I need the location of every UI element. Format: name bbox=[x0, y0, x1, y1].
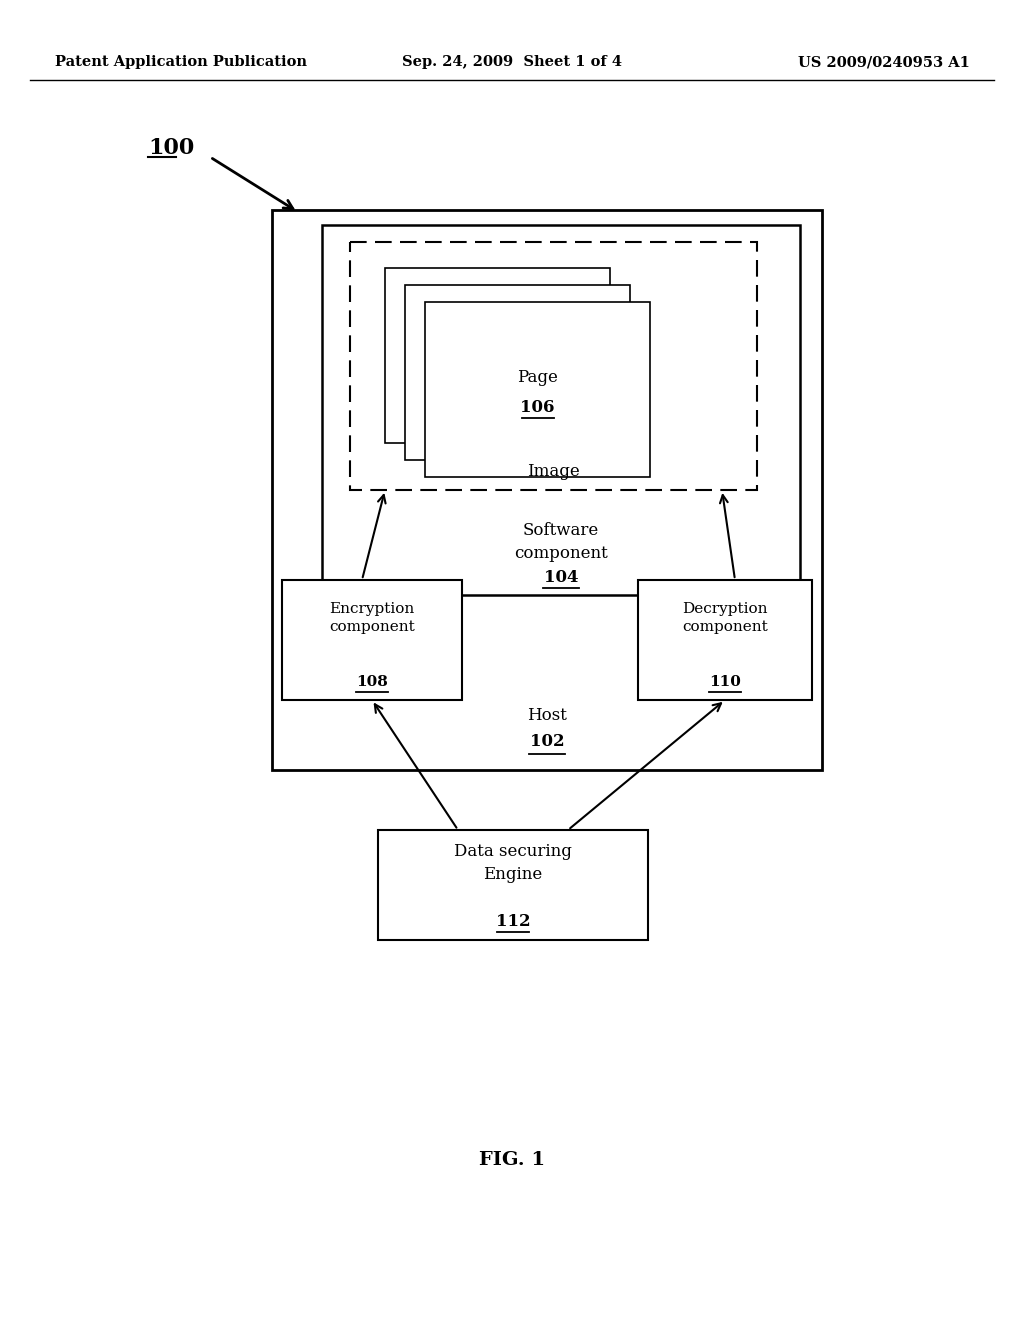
Text: Software
component: Software component bbox=[514, 523, 608, 561]
Text: Data securing
Engine: Data securing Engine bbox=[454, 843, 572, 883]
Bar bbox=[638, 579, 812, 700]
Bar bbox=[406, 285, 630, 459]
Text: FIG. 1: FIG. 1 bbox=[479, 1151, 545, 1170]
Text: Page: Page bbox=[517, 370, 558, 385]
Bar bbox=[385, 268, 610, 444]
Bar bbox=[322, 224, 800, 595]
Text: Encryption
component: Encryption component bbox=[329, 602, 415, 634]
Text: US 2009/0240953 A1: US 2009/0240953 A1 bbox=[798, 55, 970, 69]
Text: Image: Image bbox=[527, 463, 580, 480]
Text: Host: Host bbox=[527, 706, 567, 723]
Text: Sep. 24, 2009  Sheet 1 of 4: Sep. 24, 2009 Sheet 1 of 4 bbox=[402, 55, 622, 69]
Bar bbox=[378, 830, 648, 940]
Text: 100: 100 bbox=[148, 137, 195, 158]
Text: 110: 110 bbox=[709, 675, 741, 689]
Text: 106: 106 bbox=[520, 399, 555, 416]
Text: Patent Application Publication: Patent Application Publication bbox=[55, 55, 307, 69]
Text: Decryption
component: Decryption component bbox=[682, 602, 768, 634]
Bar bbox=[350, 242, 757, 490]
Bar bbox=[425, 302, 650, 477]
Bar bbox=[282, 579, 462, 700]
Text: 112: 112 bbox=[496, 913, 530, 931]
Text: 108: 108 bbox=[356, 675, 388, 689]
Text: 104: 104 bbox=[544, 569, 579, 586]
Bar bbox=[272, 210, 822, 770]
Text: 102: 102 bbox=[529, 734, 564, 751]
